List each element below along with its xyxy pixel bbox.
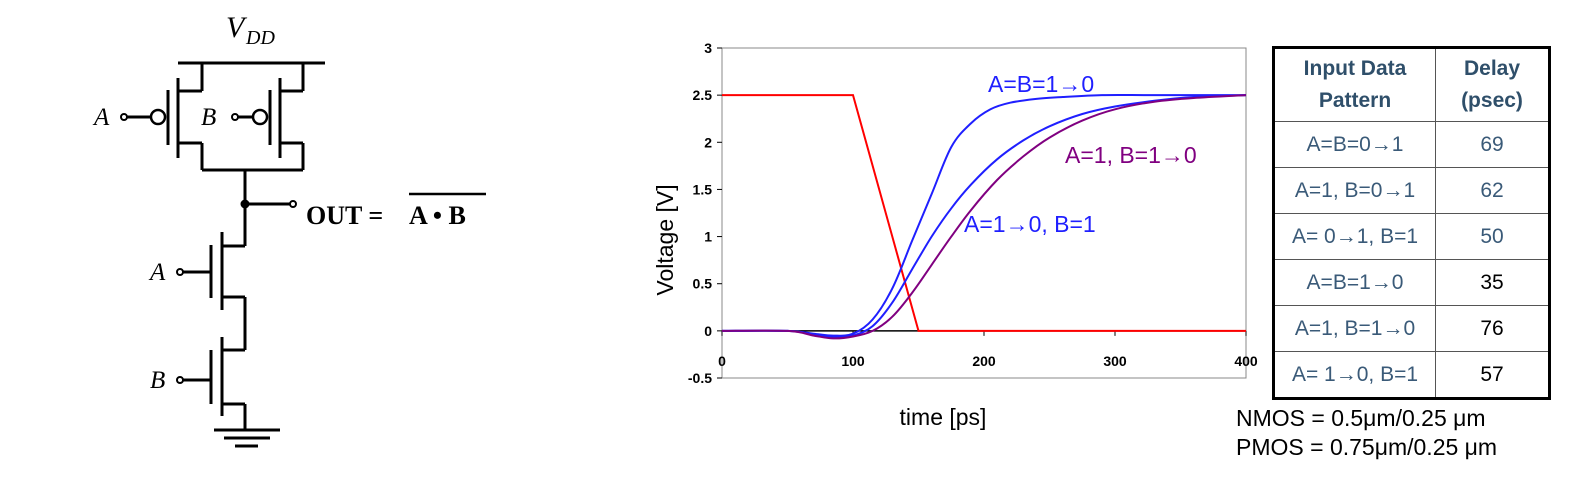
- nand-gate-schematic: V DD A B A B OUT = A • B: [92, 11, 486, 448]
- row-delay: 57: [1435, 351, 1550, 399]
- x-tick-label: 100: [841, 353, 865, 369]
- y-tick-label: 3: [704, 40, 712, 56]
- voltage-chart: -0.5 0 0.5 1 1.5 2 2.5 3 0 100 200 300 400 Voltage …: [652, 40, 1258, 430]
- y-tick-label: 2.5: [693, 87, 713, 103]
- transistor-sizing-notes: NMOS = 0.5μm/0.25 μm PMOS = 0.75μm/0.25 …: [1236, 404, 1497, 462]
- row-pattern: A=1, B=1→0: [1273, 305, 1436, 352]
- series-line-3: [721, 94, 1247, 340]
- nmos-sizing: NMOS = 0.5μm/0.25 μm: [1236, 405, 1486, 431]
- table-header-row: Input Data Pattern Delay (psec): [1273, 47, 1550, 122]
- out-expression: A • B: [409, 201, 466, 230]
- nmos-b-input-label: B: [150, 367, 165, 394]
- series-line-0: [722, 94, 1246, 332]
- table-row: A=B=0→1 69: [1273, 121, 1550, 168]
- y-tick-label: 2: [704, 134, 712, 150]
- plot-area-frame: [721, 47, 1247, 379]
- annotation-a-1-0-b-1: A=1→0, B=1: [964, 211, 1096, 237]
- vdd-label: V: [226, 11, 248, 44]
- row-delay: 50: [1435, 213, 1550, 260]
- y-axis-label: Voltage [V]: [652, 184, 678, 295]
- y-tick-label: -0.5: [688, 370, 712, 386]
- pmos-b-bubble: [251, 108, 269, 126]
- row-pattern: A=1, B=0→1: [1273, 167, 1436, 214]
- x-tick-label: 0: [718, 353, 726, 369]
- header-input-pattern: Input Data Pattern: [1273, 47, 1436, 122]
- annotation-a-1-b-1-0: A=1, B=1→0: [1065, 142, 1197, 168]
- vdd-subscript: DD: [245, 27, 275, 49]
- series-line-1: [721, 93, 1246, 337]
- table-row: A=1, B=1→0 76: [1273, 305, 1550, 352]
- x-tick-label: 300: [1103, 353, 1127, 369]
- row-delay: 35: [1435, 259, 1550, 306]
- pmos-a-bubble: [149, 108, 167, 126]
- row-delay: 76: [1435, 305, 1550, 352]
- pmos-a-input-label: A: [92, 104, 110, 131]
- table-row: A=1, B=0→1 62: [1273, 167, 1550, 214]
- row-pattern: A=B=1→0: [1273, 259, 1436, 306]
- row-pattern: A= 0→1, B=1: [1273, 213, 1436, 260]
- row-pattern: A= 1→0, B=1: [1273, 351, 1436, 399]
- out-label: OUT =: [306, 201, 390, 230]
- row-delay: 62: [1435, 167, 1550, 214]
- x-tick-label: 200: [972, 353, 996, 369]
- table-row: A= 0→1, B=1 50: [1273, 213, 1550, 260]
- y-tick-label: 1: [704, 229, 712, 245]
- delay-table: Input Data Pattern Delay (psec) A=B=0→1 …: [1272, 46, 1551, 400]
- table-row: A=B=1→0 35: [1273, 259, 1550, 306]
- nmos-a-input-label: A: [148, 259, 166, 286]
- y-tick-label: 0: [704, 323, 712, 339]
- y-tick-label: 1.5: [693, 181, 713, 197]
- annotation-a-b-1-0: A=B=1→0: [988, 71, 1094, 97]
- x-axis-label: time [ps]: [900, 404, 987, 430]
- x-tick-label: 400: [1234, 353, 1258, 369]
- pmos-sizing: PMOS = 0.75μm/0.25 μm: [1236, 434, 1498, 460]
- y-tick-label: 0.5: [693, 276, 713, 292]
- pmos-b-input-label: B: [201, 104, 216, 131]
- row-delay: 69: [1435, 121, 1550, 168]
- header-delay: Delay (psec): [1435, 47, 1550, 122]
- row-pattern: A=B=0→1: [1273, 121, 1436, 168]
- table-row: A= 1→0, B=1 57: [1273, 351, 1550, 399]
